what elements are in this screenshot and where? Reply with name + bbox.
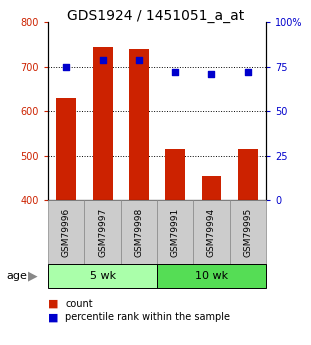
- Text: GDS1924 / 1451051_a_at: GDS1924 / 1451051_a_at: [67, 9, 244, 23]
- Text: GSM79995: GSM79995: [243, 207, 252, 257]
- Text: GSM79996: GSM79996: [62, 207, 71, 257]
- Text: ■: ■: [48, 313, 59, 322]
- Text: GSM79991: GSM79991: [171, 207, 180, 257]
- Text: ▶: ▶: [28, 269, 38, 283]
- Bar: [238, 149, 258, 200]
- Point: [64, 64, 69, 70]
- Bar: [157, 264, 266, 288]
- Bar: [230, 200, 266, 264]
- Text: GSM79994: GSM79994: [207, 207, 216, 257]
- Bar: [129, 49, 149, 200]
- Bar: [157, 200, 193, 264]
- Text: GSM79998: GSM79998: [134, 207, 143, 257]
- Bar: [121, 200, 157, 264]
- Bar: [56, 98, 76, 200]
- Text: 10 wk: 10 wk: [195, 271, 228, 281]
- Text: age: age: [6, 271, 27, 281]
- Bar: [48, 200, 85, 264]
- Text: ■: ■: [48, 299, 59, 308]
- Bar: [165, 149, 185, 200]
- Bar: [202, 176, 221, 200]
- Bar: [93, 47, 113, 200]
- Bar: [85, 200, 121, 264]
- Text: 5 wk: 5 wk: [90, 271, 116, 281]
- Point: [245, 69, 250, 75]
- Text: count: count: [65, 299, 93, 308]
- Point: [173, 69, 178, 75]
- Point: [209, 71, 214, 77]
- Text: percentile rank within the sample: percentile rank within the sample: [65, 313, 230, 322]
- Point: [100, 57, 105, 62]
- Bar: [193, 200, 230, 264]
- Text: GSM79997: GSM79997: [98, 207, 107, 257]
- Bar: [48, 264, 157, 288]
- Point: [137, 57, 142, 62]
